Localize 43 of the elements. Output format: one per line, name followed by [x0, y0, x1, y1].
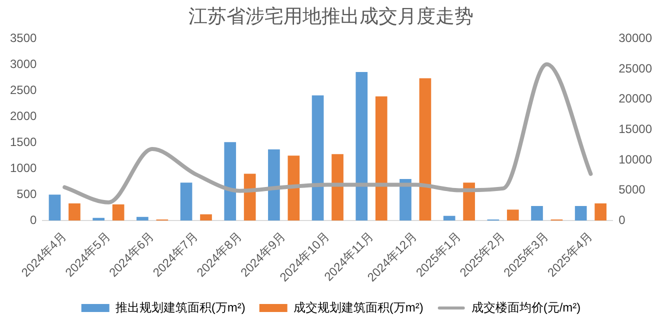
- bar: [419, 78, 432, 221]
- bar: [506, 210, 519, 221]
- bar: [443, 216, 456, 221]
- bar: [332, 154, 344, 221]
- bar: [312, 95, 324, 221]
- bar: [531, 206, 543, 221]
- y2-tick-label: 10000: [618, 152, 652, 166]
- bar: [400, 178, 412, 221]
- bar: [112, 204, 124, 221]
- bar: [48, 194, 61, 221]
- y-tick-label: 1500: [10, 134, 38, 149]
- legend-label: 成交楼面均价(元/m²): [471, 300, 581, 314]
- bar: [375, 96, 388, 221]
- y2-tick-label: 15000: [618, 122, 652, 136]
- y2-tick-label: 30000: [618, 31, 652, 46]
- y-tick-label: 0: [30, 212, 38, 227]
- bar: [136, 216, 148, 221]
- legend-label: 成交规划建筑面积(万m²): [293, 300, 424, 314]
- y-tick-label: 2000: [10, 109, 38, 123]
- legend-label: 推出规划建筑面积(万m²): [115, 300, 246, 314]
- line-series: [62, 62, 593, 204]
- bar: [92, 218, 105, 221]
- y-tick-label: 3500: [10, 31, 38, 46]
- bar: [288, 156, 300, 221]
- y2-tick-label: 5000: [618, 182, 646, 197]
- y2-tick-label: 25000: [618, 61, 652, 76]
- bar: [594, 203, 606, 221]
- bar: [200, 214, 212, 221]
- bar: [224, 142, 236, 221]
- bar: [463, 182, 475, 221]
- y-tick-label: 1000: [10, 160, 38, 175]
- bar: [268, 149, 280, 221]
- y-tick-label: 3000: [10, 57, 38, 72]
- bar: [244, 174, 256, 221]
- y-tick-label: 2500: [10, 83, 38, 98]
- y2-tick-label: 20000: [618, 92, 652, 106]
- bar: [68, 203, 80, 221]
- chart-title: 江苏省涉宅用地推出成交月度走势: [188, 6, 474, 28]
- bar: [180, 182, 192, 221]
- y2-tick-label: 0: [618, 212, 626, 227]
- bar: [356, 72, 368, 221]
- bar: [574, 206, 587, 221]
- y-tick-label: 500: [16, 186, 38, 201]
